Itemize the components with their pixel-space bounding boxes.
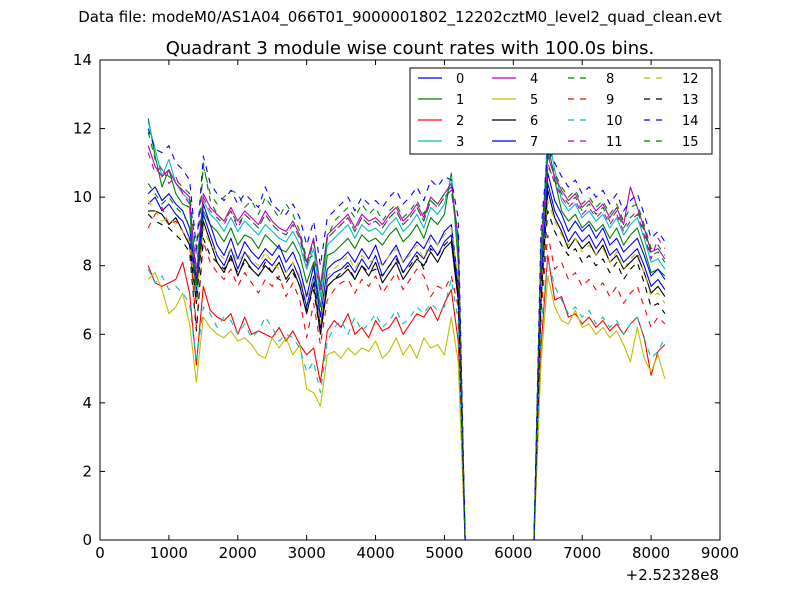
y-tick-label: 4 — [82, 394, 92, 412]
legend-label-6: 6 — [530, 114, 538, 129]
series-line-9 — [147, 206, 666, 541]
legend-label-15: 15 — [682, 135, 699, 150]
x-tick-label: 6000 — [494, 544, 532, 562]
x-tick-label: 8000 — [632, 544, 670, 562]
legend-label-12: 12 — [682, 72, 699, 87]
legend-label-14: 14 — [682, 114, 699, 129]
legend-label-4: 4 — [530, 72, 538, 87]
legend-label-0: 0 — [456, 72, 464, 87]
x-axis: 0 1000 2000 3000 4000 5000 6000 7000 8000 9000 — [95, 60, 739, 562]
x-offset-label: +2.52328e8 — [626, 566, 719, 584]
chart-title: Quadrant 3 module wise count rates with … — [166, 38, 655, 59]
y-tick-label: 0 — [82, 531, 92, 549]
figure-suptitle: Data file: modeM0/AS1A04_066T01_90000018… — [78, 8, 722, 26]
series-line-6 — [148, 189, 666, 541]
series-line-8 — [147, 131, 666, 541]
series-line-10 — [147, 258, 666, 541]
x-tick-label: 1000 — [150, 544, 188, 562]
y-tick-label: 8 — [82, 257, 92, 275]
y-tick-label: 14 — [73, 51, 92, 69]
legend-label-11: 11 — [606, 135, 623, 150]
x-tick-label: 7000 — [563, 544, 601, 562]
plot-series — [147, 118, 666, 541]
x-tick-label: 0 — [95, 544, 105, 562]
axes-frame — [99, 59, 721, 541]
x-tick-label: 5000 — [425, 544, 463, 562]
series-line-4 — [147, 145, 666, 541]
x-tick-label: 9000 — [701, 544, 739, 562]
series-line-7 — [147, 172, 666, 541]
series-line-5 — [147, 272, 666, 541]
x-tick-label: 4000 — [356, 544, 394, 562]
series-line-14 — [147, 128, 666, 541]
legend-label-13: 13 — [682, 93, 699, 108]
legend-box — [409, 67, 713, 155]
y-tick-label: 2 — [82, 462, 92, 480]
series-line-2 — [147, 254, 666, 541]
series-line-0 — [147, 182, 666, 541]
y-tick-label: 10 — [73, 188, 92, 206]
y-tick-label: 12 — [73, 120, 92, 138]
series-line-1 — [147, 118, 666, 541]
legend-label-2: 2 — [456, 114, 464, 129]
legend-label-8: 8 — [606, 72, 614, 87]
legend-label-7: 7 — [530, 135, 538, 150]
series-line-15 — [147, 162, 666, 541]
legend-label-3: 3 — [456, 135, 464, 150]
x-tick-label: 2000 — [219, 544, 257, 562]
legend-label-1: 1 — [456, 93, 464, 108]
series-line-11 — [147, 152, 666, 541]
legend-label-5: 5 — [530, 93, 538, 108]
y-tick-label: 6 — [82, 325, 92, 343]
x-tick-label: 3000 — [288, 544, 326, 562]
series-line-12 — [147, 200, 666, 541]
series-line-3 — [147, 121, 666, 541]
legend-label-9: 9 — [606, 93, 614, 108]
legend-label-10: 10 — [606, 114, 623, 129]
